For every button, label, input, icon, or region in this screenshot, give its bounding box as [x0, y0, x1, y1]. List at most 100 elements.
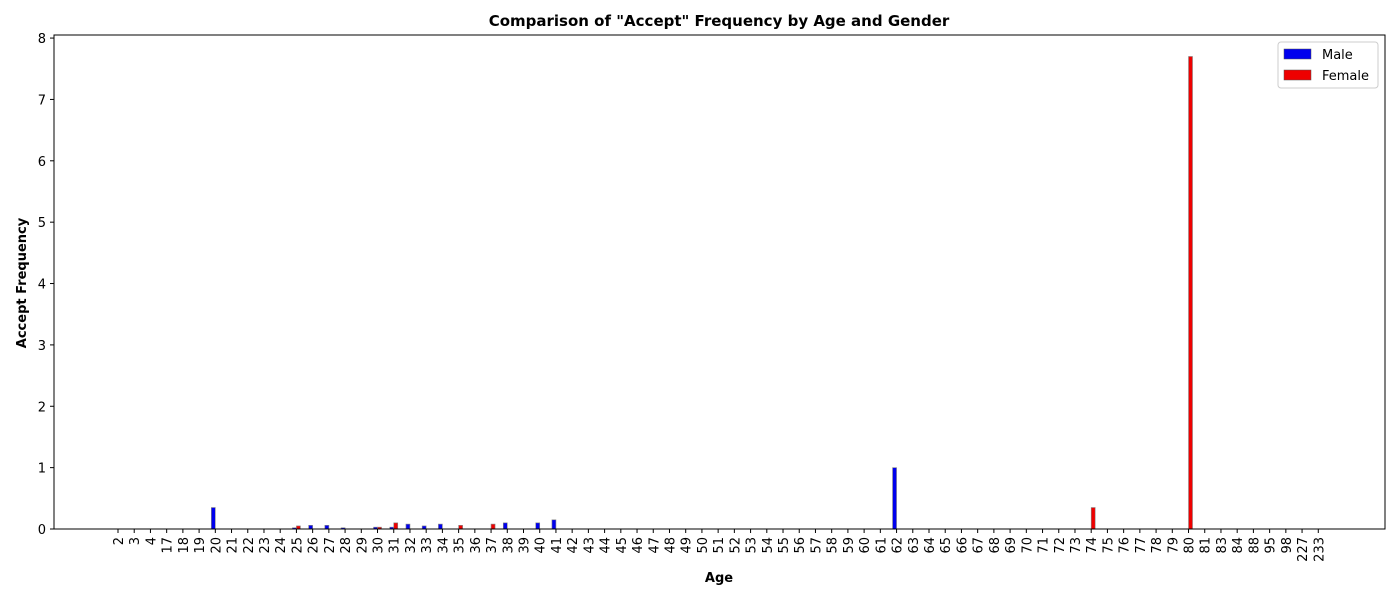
- x-tick-label: 47: [647, 537, 662, 554]
- x-tick-label: 48: [663, 537, 678, 554]
- x-tick-label: 36: [469, 537, 484, 554]
- legend-label-male: Male: [1322, 48, 1353, 63]
- x-tick-label: 83: [1215, 537, 1230, 554]
- x-tick-label: 67: [972, 537, 987, 554]
- y-tick-label: 8: [38, 32, 46, 47]
- bar-male-32: [405, 523, 411, 530]
- x-tick-label: 24: [274, 537, 289, 554]
- y-tick-label: 3: [38, 339, 46, 354]
- x-tick-label: 65: [939, 537, 954, 554]
- x-tick-label: 42: [566, 537, 581, 554]
- x-tick-label: 62: [891, 537, 906, 554]
- x-tick-label: 71: [1037, 537, 1052, 554]
- x-tick-label: 61: [874, 537, 889, 554]
- x-tick-label: 32: [404, 537, 419, 554]
- y-tick-label: 1: [38, 462, 46, 477]
- x-tick-label: 59: [842, 537, 857, 554]
- x-tick-label: 63: [907, 537, 922, 554]
- x-axis: 2 3 4 17 18 19 20 21 22 23 24 25 26 27 28 29 30 31 32 33 34 3…: [112, 529, 1327, 562]
- x-tick-label: 76: [1118, 537, 1133, 554]
- y-tick-label: 6: [38, 155, 46, 170]
- x-tick-label: 34: [436, 537, 451, 554]
- bar-male-38: [502, 522, 508, 530]
- y-axis: 0 1 2 3 4 5 6 7 8: [38, 32, 54, 538]
- x-tick-label: 74: [1085, 537, 1100, 554]
- x-tick-label: 45: [615, 537, 630, 554]
- x-tick-label: 79: [1166, 537, 1181, 554]
- x-tick-label: 41: [550, 537, 565, 554]
- x-tick-label: 66: [955, 537, 970, 554]
- x-tick-label: 98: [1280, 537, 1295, 554]
- x-tick-label: 68: [988, 537, 1003, 554]
- x-tick-label: 4: [144, 537, 159, 545]
- bar-male-20: [211, 507, 216, 530]
- x-tick-label: 26: [307, 537, 322, 554]
- x-tick-label: 81: [1199, 537, 1214, 554]
- x-tick-label: 52: [728, 537, 743, 554]
- bar-female-74: [1090, 507, 1096, 530]
- x-tick-label: 43: [582, 537, 597, 554]
- legend-swatch-female: [1283, 69, 1312, 81]
- y-tick-label: 2: [38, 400, 46, 415]
- bar-male-27: [324, 525, 330, 530]
- x-tick-label: 54: [761, 537, 776, 554]
- bar-female-31: [393, 522, 399, 530]
- x-tick-label: 84: [1231, 537, 1246, 554]
- x-tick-label: 18: [177, 537, 192, 554]
- x-tick-label: 51: [712, 537, 727, 554]
- legend: Male Female: [1277, 41, 1379, 89]
- x-tick-label: 23: [258, 537, 273, 554]
- bar-male-34: [438, 523, 443, 530]
- y-axis-title: Accept Frequency: [15, 217, 30, 348]
- x-tick-label: 38: [501, 537, 516, 554]
- x-tick-label: 50: [696, 537, 711, 554]
- x-tick-label: 57: [809, 537, 824, 554]
- x-tick-label: 78: [1150, 537, 1165, 554]
- x-tick-label: 46: [631, 537, 646, 554]
- x-tick-label: 35: [453, 537, 468, 554]
- x-tick-label: 30: [372, 537, 387, 554]
- plot-frame: [53, 34, 1386, 530]
- x-tick-label: 44: [599, 537, 614, 554]
- x-tick-label: 88: [1247, 537, 1262, 554]
- x-tick-label: 69: [1004, 537, 1019, 554]
- x-tick-label: 80: [1183, 537, 1198, 554]
- bar-female-80: [1188, 56, 1193, 530]
- x-tick-label: 31: [388, 537, 403, 554]
- x-tick-label: 64: [923, 537, 938, 554]
- x-tick-label: 72: [1053, 537, 1068, 554]
- x-tick-label: 37: [485, 537, 500, 554]
- x-tick-label: 95: [1264, 537, 1279, 554]
- y-tick-label: 5: [38, 216, 46, 231]
- x-tick-label: 28: [339, 537, 354, 554]
- chart-title: Comparison of "Accept" Frequency by Age …: [489, 12, 950, 30]
- bar-female-37: [490, 523, 496, 530]
- bars-group: [211, 56, 1193, 530]
- y-tick-label: 4: [38, 278, 46, 293]
- x-tick-label: 17: [161, 537, 176, 554]
- x-tick-label: 40: [534, 537, 549, 554]
- x-tick-label: 39: [518, 537, 533, 554]
- legend-label-female: Female: [1322, 69, 1369, 84]
- bar-male-26: [308, 525, 313, 530]
- legend-swatch-male: [1283, 48, 1312, 60]
- x-tick-label: 20: [209, 537, 224, 554]
- y-tick-label: 0: [38, 523, 46, 538]
- x-tick-label: 19: [193, 537, 208, 554]
- x-tick-label: 56: [793, 537, 808, 554]
- x-axis-title: Age: [705, 571, 733, 586]
- x-tick-label: 21: [226, 537, 241, 554]
- x-tick-label: 233: [1312, 537, 1327, 562]
- x-tick-label: 27: [323, 537, 338, 554]
- bar-male-40: [535, 522, 541, 530]
- x-tick-label: 227: [1296, 537, 1311, 562]
- x-tick-label: 25: [290, 537, 305, 554]
- x-tick-label: 75: [1101, 537, 1116, 554]
- x-tick-label: 70: [1020, 537, 1035, 554]
- x-tick-label: 33: [420, 537, 435, 554]
- x-tick-label: 49: [680, 537, 695, 554]
- bar-male-41: [551, 519, 557, 530]
- x-tick-label: 58: [826, 537, 841, 554]
- y-tick-label: 7: [38, 93, 46, 108]
